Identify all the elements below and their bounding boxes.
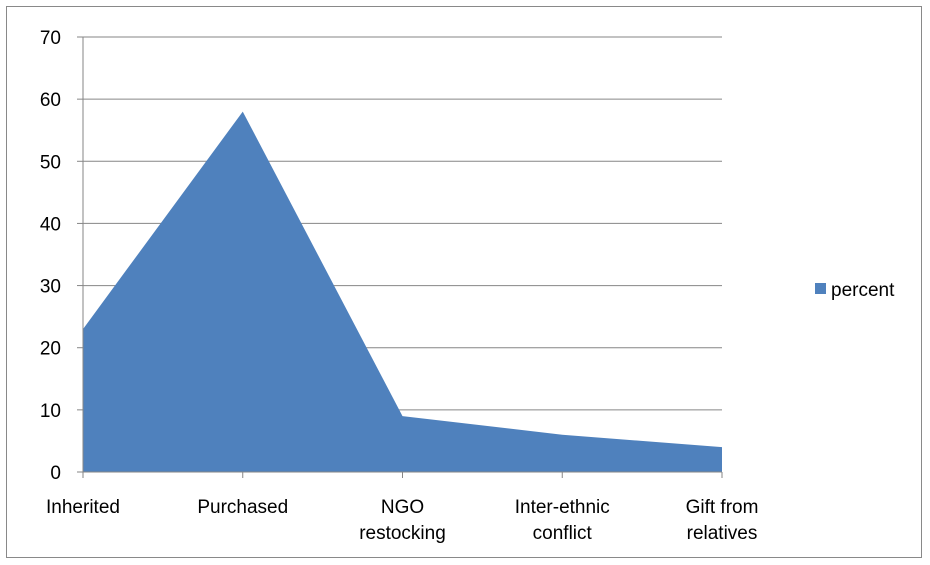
y-tick-label-40: 40	[40, 214, 61, 235]
plot-area	[83, 111, 722, 473]
y-axis-ticks: 0 10 20 30 40 50 60 70	[40, 28, 83, 484]
x-tick-label-4: Inter-ethnic conflict	[515, 497, 610, 544]
y-tick-label-10: 10	[40, 401, 61, 422]
x-tick-label-5: Gift from relatives	[686, 497, 759, 544]
y-tick-label-60: 60	[40, 90, 61, 111]
legend-label-percent: percent	[831, 280, 895, 301]
x-tick-label-1: Inherited	[46, 497, 120, 518]
y-tick-label-0: 0	[50, 463, 61, 484]
legend-swatch	[815, 283, 826, 294]
area-series-percent	[83, 111, 722, 473]
y-tick-label-20: 20	[40, 339, 61, 360]
x-axis-ticks: Inherited Purchased NGO restocking Inter-eth…	[46, 472, 758, 544]
x-tick-label-3: NGO restocking	[359, 497, 446, 544]
y-tick-label-70: 70	[40, 28, 61, 49]
y-tick-label-50: 50	[40, 152, 61, 173]
x-tick-label-2: Purchased	[197, 497, 288, 518]
legend: percent	[815, 280, 895, 301]
y-tick-label-30: 30	[40, 277, 61, 298]
